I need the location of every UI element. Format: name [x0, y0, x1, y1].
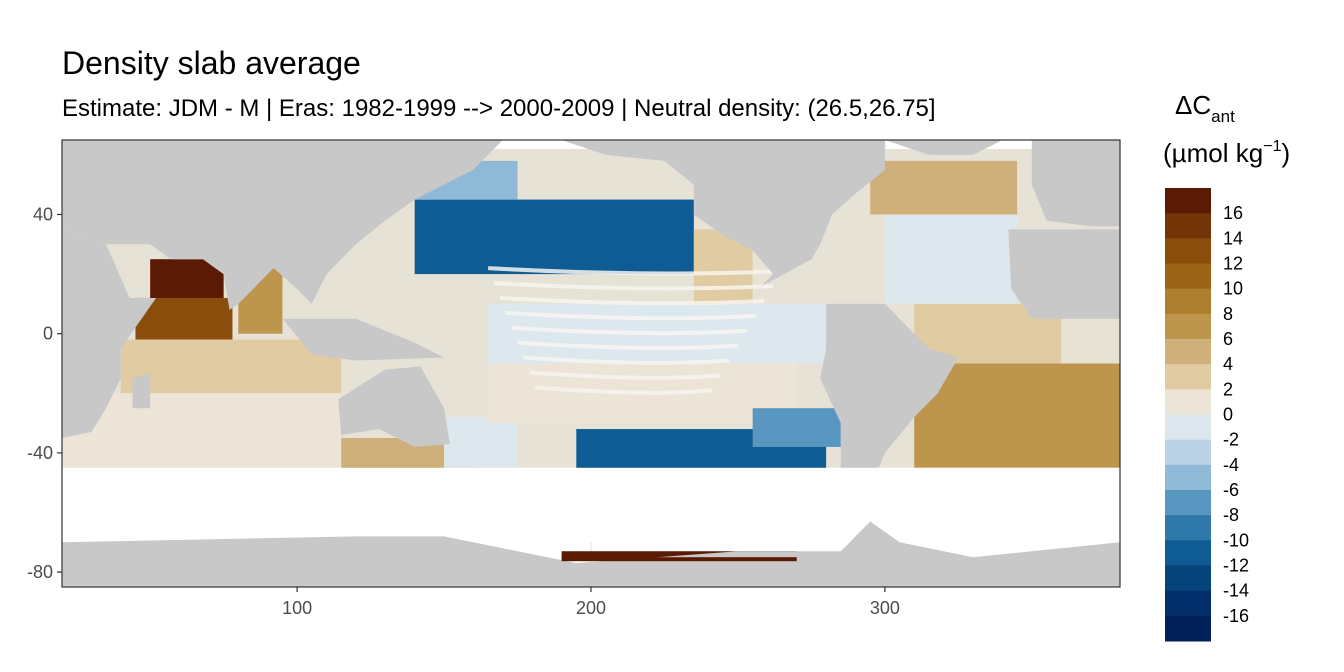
y-axis: 40 0 -40 -80 [27, 205, 62, 582]
pacific-streak-0 [488, 266, 783, 276]
region-indian-ocean-tropical [120, 339, 342, 394]
legend-label-5: 6 [1223, 329, 1233, 349]
legend-label-15: -14 [1223, 581, 1249, 601]
map-panel [61, 139, 1121, 588]
land-north-america [561, 140, 885, 287]
land-africa-west [1008, 229, 1120, 319]
legend-label-14: -12 [1223, 556, 1249, 576]
region-north-pacific-west-jet [414, 199, 694, 275]
legend-label-6: 4 [1223, 354, 1233, 374]
x-tick-label-2: 300 [870, 598, 900, 618]
land-south-america [820, 303, 959, 498]
legend-label-1: 14 [1223, 228, 1243, 248]
land-mask [62, 140, 1120, 498]
legend-bin-10 [1165, 439, 1211, 466]
legend-label-11: -6 [1223, 480, 1239, 500]
legend-title-units: (µmol kg−1) [1163, 138, 1290, 168]
x-tick-label-1: 200 [576, 598, 606, 618]
y-tick-label-1: 0 [43, 324, 53, 344]
land-africa [62, 229, 157, 438]
legend-bin-17 [1165, 615, 1211, 642]
land-madagascar [132, 372, 151, 409]
legend-bin-11 [1165, 464, 1211, 491]
pacific-streak-3 [505, 310, 756, 321]
legend-label-13: -10 [1223, 530, 1249, 550]
legend-bin-1 [1165, 213, 1211, 239]
y-tick-label-3: -80 [27, 562, 53, 582]
land-eurasia [62, 140, 503, 304]
legend-label-3: 10 [1223, 279, 1243, 299]
y-tick-label-0: 40 [33, 205, 53, 225]
region-tasman-sea [444, 417, 518, 468]
southern-ocean-nodata [62, 467, 1120, 543]
legend-bin-9 [1165, 414, 1211, 441]
region-south-atlantic [914, 363, 1120, 468]
antarctica [62, 467, 1120, 587]
legend-delta: ΔC [1175, 90, 1211, 120]
legend-title-main: ΔCant [1175, 90, 1235, 126]
legend-sub: ant [1211, 107, 1235, 126]
chart-subtitle: Estimate: JDM - M | Eras: 1982-1999 --> … [62, 95, 936, 122]
legend-label-2: 12 [1223, 254, 1243, 274]
legend-bin-2 [1165, 238, 1211, 264]
legend-bin-16 [1165, 590, 1211, 617]
pacific-streak-6 [523, 355, 730, 365]
land-antarctica [62, 521, 1120, 587]
legend-units-prefix: (µmol kg [1163, 138, 1263, 168]
legend-bin-12 [1165, 490, 1211, 516]
legend-label-9: -2 [1223, 430, 1239, 450]
legend-label-10: -4 [1223, 455, 1239, 475]
legend-bin-7 [1165, 364, 1211, 390]
legend-colorbar [1165, 188, 1211, 642]
legend-bin-14 [1165, 540, 1211, 566]
legend-tick-labels: 16 14 12 10 8 6 4 2 0 -2 -4 -6 -8 -10 -12 -14 -16 [1223, 203, 1249, 626]
pacific-streak-4 [511, 325, 747, 336]
legend-label-16: -16 [1223, 606, 1249, 626]
land-europe-west [1031, 140, 1120, 227]
legend-bin-5 [1165, 313, 1211, 340]
legend-label-7: 2 [1223, 379, 1233, 399]
legend: ΔCant (µmol kg−1) 16 14 12 10 8 6 4 2 0 -2 -4 -6 -8 -… [1163, 90, 1290, 642]
legend-label-8: 0 [1223, 405, 1233, 425]
region-north-atlantic-subpolar [870, 160, 1018, 215]
legend-bin-4 [1165, 288, 1211, 315]
land-greenland [884, 140, 1003, 155]
region-indian-ocean-south [62, 393, 342, 468]
land-india [203, 259, 262, 310]
pacific-streak-1 [493, 281, 774, 291]
legend-bin-15 [1165, 565, 1211, 592]
region-north-atlantic-subtropical [884, 214, 1018, 304]
legend-label-4: 8 [1223, 304, 1233, 324]
x-axis: 100 200 300 [282, 587, 900, 618]
land-indonesia [282, 318, 445, 361]
legend-label-0: 16 [1223, 203, 1243, 223]
y-tick-label-2: -40 [27, 443, 53, 463]
x-tick-label-0: 100 [282, 598, 312, 618]
legend-bin-3 [1165, 263, 1211, 290]
pacific-streak-7 [529, 370, 721, 380]
pacific-streak-8 [535, 385, 712, 395]
pacific-streak-2 [499, 295, 765, 306]
region-arabian-sea [135, 297, 233, 340]
legend-units-suffix: ) [1281, 138, 1290, 168]
antarctic-shelf-anomaly [561, 557, 797, 562]
legend-bin-8 [1165, 389, 1211, 415]
legend-bin-0 [1165, 188, 1211, 214]
pacific-streak-5 [517, 340, 739, 351]
legend-bin-6 [1165, 339, 1211, 365]
land-australia [338, 366, 450, 447]
legend-label-12: -8 [1223, 505, 1239, 525]
legend-bin-13 [1165, 515, 1211, 541]
chart-title: Density slab average [62, 45, 361, 81]
legend-units-sup: −1 [1263, 138, 1281, 155]
region-south-pacific-east [752, 408, 841, 447]
